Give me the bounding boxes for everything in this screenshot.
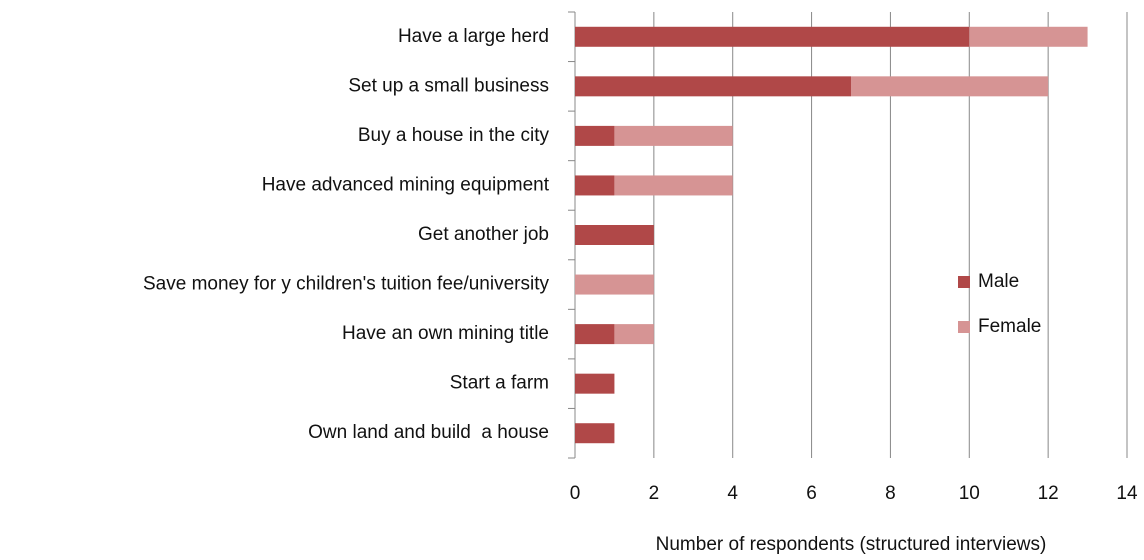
bar-segment — [575, 324, 615, 345]
legend-swatch — [958, 321, 970, 333]
bar-segment — [614, 125, 733, 146]
x-axis-title: Number of respondents (structured interv… — [656, 534, 1047, 555]
bar-segment — [969, 26, 1088, 47]
x-tick-label: 0 — [570, 483, 581, 504]
bar-segment — [575, 274, 654, 295]
y-tick-label: Buy a house in the city — [358, 125, 550, 146]
x-tick-label: 4 — [727, 483, 738, 504]
legend-label: Female — [978, 316, 1041, 337]
x-tick-label: 10 — [959, 483, 980, 504]
x-tick-label: 8 — [885, 483, 896, 504]
y-tick-label: Save money for y children's tuition fee/… — [143, 274, 549, 295]
x-tick-label: 12 — [1038, 483, 1059, 504]
y-tick-label: Start a farm — [450, 373, 549, 394]
x-tick-label: 2 — [649, 483, 660, 504]
bar-segment — [614, 175, 733, 196]
bar-segment — [575, 225, 654, 245]
bar-segment — [575, 125, 615, 146]
y-tick-label: Have a large herd — [398, 26, 549, 47]
y-tick-label: Own land and build a house — [308, 422, 549, 443]
bar-segment — [575, 175, 615, 196]
y-tick-label: Have an own mining title — [342, 323, 549, 344]
bar-segment — [575, 26, 970, 47]
x-tick-label: 14 — [1116, 483, 1138, 504]
x-tick-label: 6 — [806, 483, 817, 504]
y-tick-label: Get another job — [418, 224, 549, 245]
bar-segment — [575, 423, 615, 444]
y-tick-label: Have advanced mining equipment — [262, 174, 550, 195]
bar-segment — [575, 76, 851, 97]
bar-segment — [614, 324, 654, 345]
legend-swatch — [958, 276, 970, 288]
bar-segment — [851, 76, 1049, 97]
bar-segment — [575, 373, 615, 394]
y-tick-label: Set up a small business — [348, 75, 549, 96]
legend-label: Male — [978, 271, 1019, 292]
